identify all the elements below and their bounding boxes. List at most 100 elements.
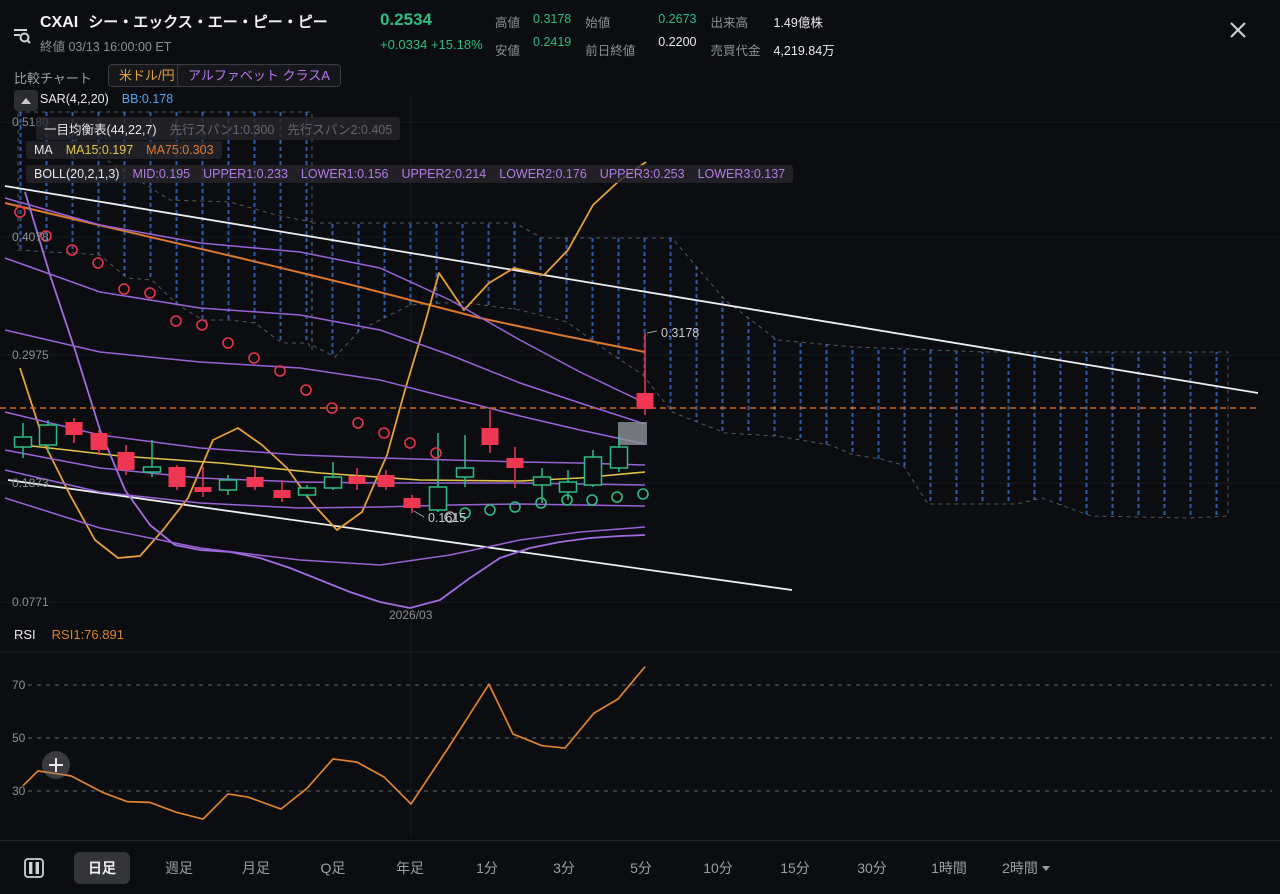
stat-label: 出来高 xyxy=(710,16,748,30)
timeframe-tab-5[interactable]: 年足 xyxy=(396,859,424,876)
sar-dot-red xyxy=(274,365,286,377)
senkou-span2-value: 先行スパン2:0.405 xyxy=(287,123,393,137)
candle-body-down xyxy=(194,487,212,492)
candle-body-up xyxy=(455,467,475,478)
collapse-indicators-button[interactable] xyxy=(14,90,38,111)
indicator-row-ichimoku[interactable]: 一目均衡表(44,22,7) 先行スパン1:0.300 先行スパン2:0.405 xyxy=(36,117,401,140)
boll-band-value: UPPER2:0.214 xyxy=(401,167,487,181)
plus-button[interactable] xyxy=(42,751,70,779)
timeframe-tab-1[interactable]: 日足 xyxy=(74,851,130,884)
y-axis-label: 0.1873 xyxy=(12,476,49,490)
candle-body-down xyxy=(636,393,654,409)
comparison-chip-alphabet[interactable]: アルファベット クラスA xyxy=(177,64,341,87)
timeframe-tab-4[interactable]: Q足 xyxy=(320,859,346,876)
sar-dot-green xyxy=(459,507,471,519)
candle-body-down xyxy=(273,490,291,498)
close-icon[interactable] xyxy=(1226,18,1250,42)
chart-panel-icon[interactable] xyxy=(22,856,46,880)
boll-band-value: UPPER3:0.253 xyxy=(599,167,685,181)
timeframe-tab-7[interactable]: 3分 xyxy=(553,859,575,876)
sar-dot-red xyxy=(430,447,442,459)
last-close-time: 終値 03/13 16:00:00 ET xyxy=(40,40,172,54)
candle-body-down xyxy=(481,428,499,445)
comparison-chip-usdjpy[interactable]: 米ドル/円 xyxy=(108,64,186,87)
stat-value: 0.2200 xyxy=(658,35,697,49)
boll-band-value: MID:0.195 xyxy=(132,167,191,181)
sar-dot-red xyxy=(300,384,312,396)
candle-body-up xyxy=(583,456,603,486)
candle-body-up xyxy=(428,486,448,511)
stat-value: 4,219.84万 xyxy=(773,44,835,58)
timeframe-tab-10[interactable]: 15分 xyxy=(780,859,810,876)
sar-dot-red xyxy=(144,287,156,299)
timeframe-tab-13[interactable]: 2時間 xyxy=(998,852,1054,884)
timeframe-tab-8[interactable]: 5分 xyxy=(630,859,652,876)
candle-body-down xyxy=(403,498,421,508)
boll-upper2-line xyxy=(4,329,646,445)
candle-body-up xyxy=(218,479,238,491)
rsi-axis-label: 30 xyxy=(12,784,26,798)
trendline-lower-line xyxy=(7,479,793,591)
candle-body-down xyxy=(506,458,524,468)
ma75-value: MA75:0.303 xyxy=(146,143,214,157)
trendline-upper-line xyxy=(4,185,1259,394)
rsi-indicator-row[interactable]: RSI RSI1:76.891 xyxy=(14,627,124,642)
sar-dot-red xyxy=(170,315,182,327)
y-axis-label: 0.2975 xyxy=(12,348,49,362)
timeframe-tab-2[interactable]: 週足 xyxy=(165,859,193,876)
timeframe-tab-3[interactable]: 月足 xyxy=(242,859,270,876)
timeframe-tab-9[interactable]: 10分 xyxy=(703,859,733,876)
sar-dot-red xyxy=(378,427,390,439)
sar-dot-red xyxy=(326,402,338,414)
sar-dot-green xyxy=(611,491,623,503)
rsi-label: RSI xyxy=(14,627,36,642)
indicator-row-ma[interactable]: MA MA15:0.197 MA75:0.303 xyxy=(26,141,222,159)
annotation-pointer xyxy=(646,330,658,334)
stat-label: 高値 xyxy=(495,16,521,30)
stat-value: 1.49億株 xyxy=(773,16,823,30)
timeframe-tab-11[interactable]: 30分 xyxy=(857,859,887,876)
sar-dot-red xyxy=(66,244,78,256)
ticker-symbol: CXAI xyxy=(40,14,79,31)
compare-usdjpy-line xyxy=(19,161,647,559)
candle-body-up xyxy=(297,487,317,496)
candle-body-up xyxy=(558,481,578,493)
timeframe-tabs: 日足 週足 月足 Q足 年足 1分 3分 5分 10分 15分 30分 1時間 2時間 xyxy=(74,851,1075,884)
rsi-axis-label: 50 xyxy=(12,731,26,745)
stat-value: 0.2419 xyxy=(533,35,572,49)
sar-dot-green xyxy=(484,504,496,516)
senkou-span1-value: 先行スパン1:0.300 xyxy=(169,123,275,137)
last-price: 0.2534 xyxy=(380,10,432,29)
sar-dot-green xyxy=(637,488,649,500)
annotation-pointer xyxy=(413,510,425,518)
candle-body-down xyxy=(117,452,135,470)
indicator-row-sar[interactable]: SAR(4,2,20) BB:0.178 xyxy=(40,92,173,106)
watchlist-search-icon[interactable] xyxy=(12,26,32,46)
sar-dot-red xyxy=(92,257,104,269)
boll-band-value: LOWER1:0.156 xyxy=(300,167,389,181)
sar-dot-red xyxy=(248,352,260,364)
boll-upper3-line xyxy=(4,197,646,404)
rsi-line xyxy=(22,666,646,820)
ma75-line xyxy=(4,202,646,353)
header: CXAI シー・エックス・エー・ピー・ピー 終値 03/13 16:00:00 … xyxy=(0,0,1280,62)
timeframe-tab-6[interactable]: 1分 xyxy=(476,859,498,876)
sar-dot-red xyxy=(222,337,234,349)
boll-upper1-line xyxy=(4,257,646,425)
sar-dot-green xyxy=(561,494,573,506)
ticker-name: シー・エックス・エー・ピー・ピー xyxy=(88,14,328,31)
sar-dot-green xyxy=(509,501,521,513)
timeframe-tab-12[interactable]: 1時間 xyxy=(931,859,967,876)
price-annotation: 0.3178 xyxy=(661,326,699,340)
price-change: +0.0334 +15.18% xyxy=(380,37,483,52)
candle-body-up xyxy=(323,476,343,489)
sar-label: SAR(4,2,20) xyxy=(40,92,109,106)
candle-body-down xyxy=(65,422,83,435)
sar-dot-gray xyxy=(444,511,456,523)
last-bar-highlight xyxy=(618,422,647,445)
indicator-row-boll[interactable]: BOLL(20,2,1,3) MID:0.195 UPPER1:0.233 LOWE… xyxy=(26,165,794,183)
y-axis-label: 0.0771 xyxy=(12,595,49,609)
boll-lower1-line xyxy=(4,469,646,509)
candle-body-up xyxy=(532,476,552,486)
